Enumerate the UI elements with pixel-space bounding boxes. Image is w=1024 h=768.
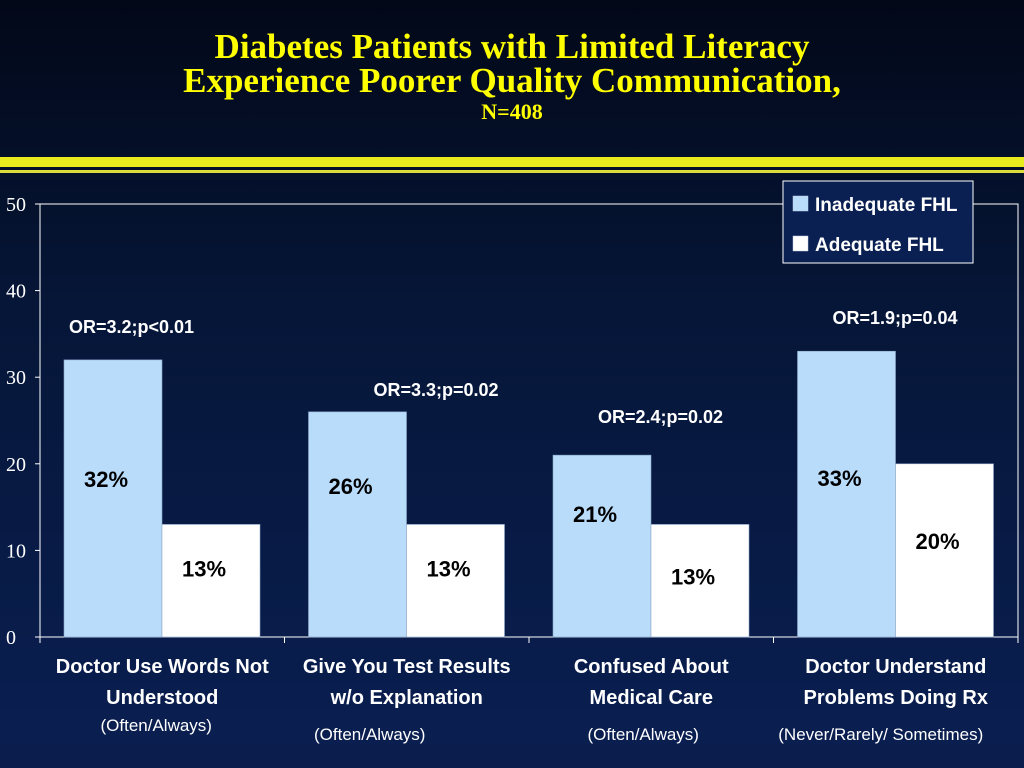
legend-box <box>782 180 974 264</box>
bottom-strip <box>0 744 1024 768</box>
bar-value-label: 13% <box>427 556 471 581</box>
title-line-2: Experience Poorer Quality Communication, <box>183 61 841 100</box>
title-divider-thick <box>0 157 1024 167</box>
x-category-note: (Often/Always) <box>314 725 425 744</box>
x-category-label: Medical Care <box>590 687 713 709</box>
y-tick-label: 10 <box>6 540 26 562</box>
bar-adequate-fhl <box>895 463 994 638</box>
x-category-label: w/o Explanation <box>330 687 483 709</box>
legend-swatch <box>792 195 809 212</box>
x-category-label: Doctor Understand <box>805 656 986 678</box>
bar-value-label: 13% <box>671 564 715 589</box>
title-divider-thin <box>0 170 1024 173</box>
bar-inadequate-fhl <box>63 359 163 638</box>
slide-title: Diabetes Patients with Limited Literacy … <box>0 27 1024 124</box>
y-tick-label: 20 <box>6 454 26 476</box>
odds-ratio-annotation: OR=1.9;p=0.04 <box>833 308 958 328</box>
bar-value-label: 33% <box>818 466 862 491</box>
odds-ratio-annotation: OR=2.4;p=0.02 <box>598 407 723 427</box>
x-category-label: Confused About <box>574 656 729 678</box>
bar-adequate-fhl <box>161 524 261 638</box>
x-category-note: (Often/Always) <box>588 725 699 744</box>
title-line-1: Diabetes Patients with Limited Literacy <box>214 27 810 66</box>
legend-label: Adequate FHL <box>815 235 944 256</box>
x-category-note: (Often/Always) <box>101 716 212 735</box>
title-line-3: N=408 <box>481 99 543 124</box>
bar-value-label: 13% <box>182 556 226 581</box>
y-tick-label: 40 <box>6 281 26 303</box>
x-category-label: Understood <box>106 687 218 709</box>
bar-value-label: 26% <box>329 474 373 499</box>
x-category-label: Doctor Use Words Not <box>56 656 269 678</box>
x-category-note: (Never/Rarely/ Sometimes) <box>778 725 983 744</box>
bar-adequate-fhl <box>406 524 505 638</box>
bar-inadequate-fhl <box>552 454 652 638</box>
bar-value-label: 32% <box>84 467 128 492</box>
bar-value-label: 20% <box>916 529 960 554</box>
y-tick-label: 0 <box>6 627 16 649</box>
x-category-label: Problems Doing Rx <box>804 687 988 709</box>
odds-ratio-annotation: OR=3.2;p<0.01 <box>69 317 194 337</box>
legend-swatch <box>792 235 809 252</box>
y-tick-label: 30 <box>6 367 26 389</box>
legend-label: Inadequate FHL <box>815 195 958 216</box>
odds-ratio-annotation: OR=3.3;p=0.02 <box>374 380 499 400</box>
bar-inadequate-fhl <box>308 411 407 638</box>
y-tick-label: 50 <box>6 194 26 216</box>
bar-adequate-fhl <box>650 524 750 638</box>
bar-inadequate-fhl <box>797 350 896 638</box>
bar-value-label: 21% <box>573 502 617 527</box>
x-category-label: Give You Test Results <box>303 656 511 678</box>
